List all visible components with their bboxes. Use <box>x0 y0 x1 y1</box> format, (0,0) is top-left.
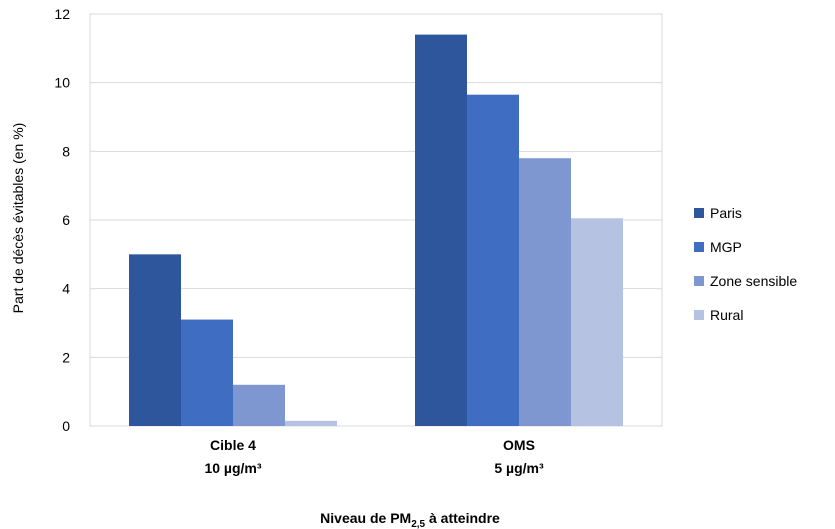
bar-zone-sensible <box>233 384 285 426</box>
category-label: OMS <box>503 437 535 453</box>
y-tick-label: 10 <box>54 75 70 91</box>
bar-paris <box>415 34 467 426</box>
legend-swatch <box>694 310 704 320</box>
legend-swatch <box>694 208 704 218</box>
y-tick-label: 6 <box>62 212 70 228</box>
bar-rural <box>571 218 623 426</box>
y-tick-label: 12 <box>54 6 70 22</box>
legend-swatch <box>694 242 704 252</box>
category-label: Cible 4 <box>210 437 256 453</box>
y-tick-label: 8 <box>62 143 70 159</box>
legend-label: Paris <box>710 205 742 221</box>
x-category-labels: Cible 4 10 µg/m³ OMS 5 µg/m³ <box>204 437 544 476</box>
bar-mgp <box>467 94 519 426</box>
category-label: 10 µg/m³ <box>204 460 261 476</box>
legend-label: Zone sensible <box>710 273 797 289</box>
y-axis-label: Part de décès évitables (en %) <box>10 123 26 314</box>
y-tick-label: 0 <box>62 418 70 434</box>
category-label: 5 µg/m³ <box>494 460 544 476</box>
y-tick-label: 4 <box>62 281 70 297</box>
legend-swatch <box>694 276 704 286</box>
plot-area <box>89 13 663 427</box>
legend-label: MGP <box>710 239 742 255</box>
bars <box>129 34 623 426</box>
x-axis-label: Niveau de PM2,5 à atteindre <box>320 510 500 529</box>
x-axis-label-subscript: 2,5 <box>411 519 425 529</box>
bar-rural <box>285 420 337 426</box>
bar-paris <box>129 254 181 426</box>
bar-mgp <box>181 319 233 426</box>
y-tick-label: 2 <box>62 349 70 365</box>
legend-label: Rural <box>710 307 743 323</box>
legend: Paris MGP Zone sensible Rural <box>694 205 797 323</box>
x-axis-label-main: Niveau de PM <box>320 510 411 526</box>
x-axis-label-rest: à atteindre <box>425 510 500 526</box>
y-tick-labels: 0 2 4 6 8 10 12 <box>54 6 70 434</box>
bar-zone-sensible <box>519 158 571 426</box>
